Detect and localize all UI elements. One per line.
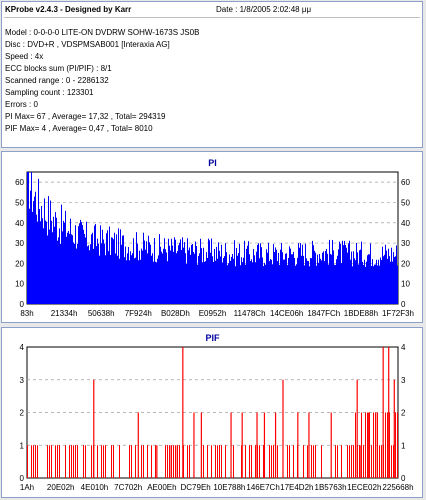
chart-title: PI — [208, 158, 217, 168]
y-tick-label-left: 1 — [20, 441, 25, 450]
y-tick-label-right: 40 — [401, 219, 410, 228]
y-tick-label-left: 30 — [15, 239, 24, 248]
x-tick-label: 1ECE02h — [347, 483, 381, 492]
scan-date: Date : 1/8/2005 2:02:48 μμ — [216, 5, 312, 14]
y-tick-label-left: 60 — [15, 178, 24, 187]
info-pif-stats: PIF Max= 4 , Average= 0,47 , Total= 8010 — [5, 124, 153, 133]
y-tick-label-right: 3 — [401, 376, 406, 385]
y-tick-label-left: 0 — [20, 474, 25, 483]
x-tick-label: 7F924h — [125, 309, 152, 318]
y-tick-label-left: 2 — [20, 409, 25, 418]
y-tick-label-right: 0 — [401, 300, 406, 309]
x-tick-label: 1847FCh — [307, 309, 340, 318]
x-tick-label: 1B5763h — [315, 483, 347, 492]
info-ecc: ECC blocks sum (PI/PIF) : 8/1 — [5, 64, 112, 73]
info-pi-stats: PI Max= 67 , Average= 17,32 , Total= 294… — [5, 112, 166, 121]
info-disc: Disc : DVD+R , VDSPMSAB001 [Interaxia AG… — [5, 40, 170, 49]
info-range: Scanned range : 0 - 2286132 — [5, 76, 109, 85]
info-errors: Errors : 0 — [5, 100, 38, 109]
pi-chart-panel: PI 0 0 10 10 20 20 30 30 40 40 50 50 60 60 83h 21334h 506… — [1, 151, 423, 323]
info-speed: Speed : 4x — [5, 52, 44, 61]
x-tick-label: 50638h — [88, 309, 115, 318]
x-tick-label: 1Ah — [20, 483, 34, 492]
y-tick-label-left: 4 — [20, 343, 25, 352]
y-tick-label-right: 50 — [401, 198, 410, 207]
info-model: Model : 0-0-0-0 LITE-ON DVDRW SOHW-1673S… — [5, 28, 200, 37]
x-tick-label: 7C702h — [114, 483, 142, 492]
app-title: KProbe v2.4.3 - Designed by Karr — [5, 5, 132, 14]
x-tick-label: 10E788h — [213, 483, 245, 492]
y-tick-label-right: 0 — [401, 474, 406, 483]
info-sampling: Sampling count : 123301 — [5, 88, 94, 97]
y-tick-label-right: 60 — [401, 178, 410, 187]
y-tick-label-right: 30 — [401, 239, 410, 248]
y-tick-label-right: 4 — [401, 343, 406, 352]
chart-title: PIF — [205, 333, 220, 343]
x-tick-label: 11478Ch — [234, 309, 266, 318]
pif-chart-panel: PIF 0 0 1 1 2 2 3 3 4 4 1Ah 20E02h 4E010h 7C702h AE00Eh… — [1, 327, 423, 498]
x-tick-label: 225668h — [382, 483, 413, 492]
x-tick-label: 20E02h — [47, 483, 75, 492]
x-tick-label: 146E7Ch — [246, 483, 279, 492]
x-tick-label: 4E010h — [81, 483, 109, 492]
x-tick-label: 83h — [20, 309, 33, 318]
x-tick-label: AE00Eh — [147, 483, 176, 492]
y-tick-label-left: 10 — [15, 280, 24, 289]
pi-chart: PI 0 0 10 10 20 20 30 30 40 40 50 50 60 60 83h 21334h 506… — [15, 158, 414, 318]
x-tick-label: E0952h — [199, 309, 227, 318]
y-tick-label-left: 40 — [15, 219, 24, 228]
info-panel: KProbe v2.4.3 - Designed by Karr Date : … — [1, 1, 423, 148]
x-tick-label: 21334h — [51, 309, 78, 318]
x-tick-label: 1BDE88h — [344, 309, 378, 318]
x-tick-label: 1F72F3h — [382, 309, 414, 318]
y-tick-label-right: 10 — [401, 280, 410, 289]
divider — [4, 17, 420, 18]
x-tick-label: 17E4D2h — [280, 483, 313, 492]
pif-chart: PIF 0 0 1 1 2 2 3 3 4 4 1Ah 20E02h 4E010h 7C702h AE00Eh… — [20, 333, 414, 492]
y-tick-label-left: 3 — [20, 376, 25, 385]
pi-series — [27, 172, 398, 304]
x-tick-label: DC79Eh — [181, 483, 211, 492]
x-tick-label: B028Dh — [161, 309, 190, 318]
y-tick-label-right: 20 — [401, 259, 410, 268]
x-tick-label: 14CE06h — [270, 309, 303, 318]
y-tick-label-right: 1 — [401, 441, 406, 450]
y-tick-label-left: 50 — [15, 198, 24, 207]
y-tick-label-right: 2 — [401, 409, 406, 418]
y-tick-label-left: 20 — [15, 259, 24, 268]
y-tick-label-left: 0 — [20, 300, 25, 309]
